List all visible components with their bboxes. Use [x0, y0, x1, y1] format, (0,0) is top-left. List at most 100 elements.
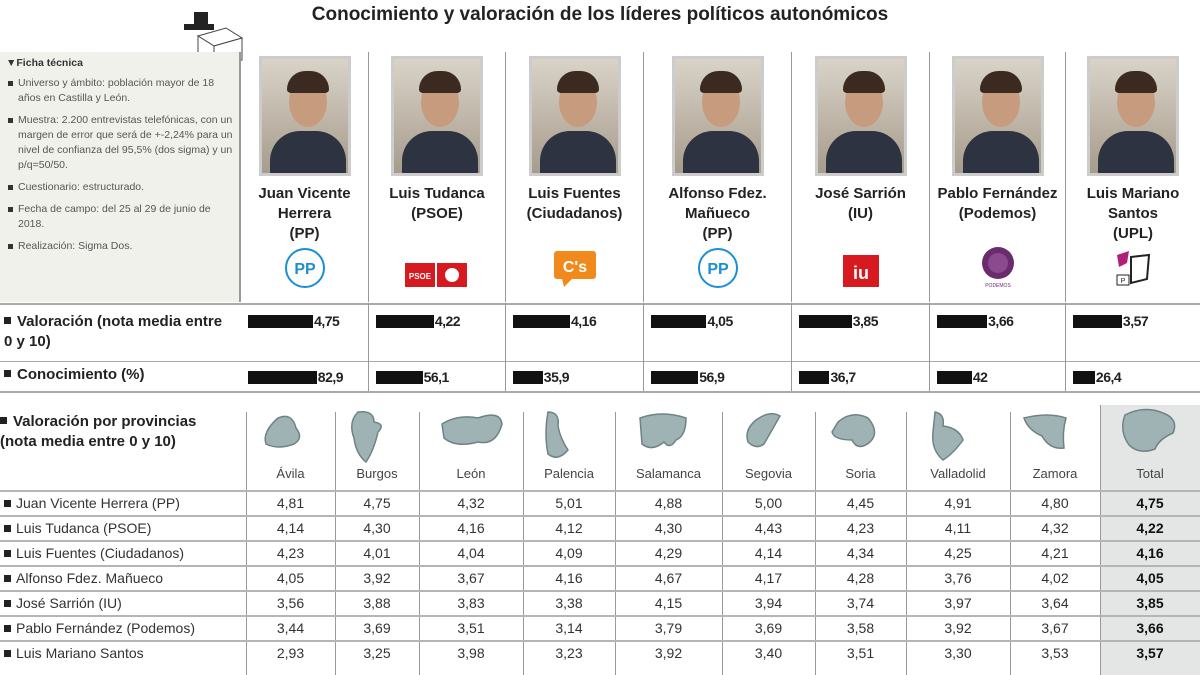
- divider: [643, 303, 644, 361]
- conocimiento-bar-cell: 26,4: [1073, 369, 1122, 385]
- conocimiento-bar-cell: 42: [937, 369, 988, 385]
- total-cell: 3,66: [1136, 620, 1164, 636]
- svg-text:P: P: [1121, 278, 1126, 285]
- cs-logo-icon: C's: [552, 249, 598, 294]
- svg-text:PP: PP: [294, 261, 316, 278]
- bar-value-label: 56,1: [423, 369, 450, 385]
- total-cell: 4,22: [1136, 520, 1164, 536]
- bar: [513, 314, 570, 328]
- bar: [376, 314, 434, 328]
- bar: [1073, 314, 1122, 328]
- table-cell: 3,40: [754, 645, 783, 661]
- leader-party: (Podemos): [958, 205, 1037, 222]
- divider: [791, 303, 792, 361]
- table-cell: 4,43: [754, 520, 783, 536]
- total-cell: 4,16: [1136, 545, 1164, 561]
- table-cell: 3,74: [846, 595, 875, 611]
- leader-column: Juan Vicente Herrera (PP) PP: [240, 52, 368, 302]
- table-cell: 4,88: [654, 495, 683, 511]
- province-header: Total: [1136, 466, 1164, 481]
- leader-column: Luis Fuentes (Ciudadanos) C's: [505, 52, 643, 302]
- valoracion-bar-cell: 4,05: [651, 312, 733, 330]
- divider: [505, 361, 506, 391]
- table-cell: 4,12: [555, 520, 583, 536]
- table-cell: 3,23: [555, 645, 583, 661]
- divider: [815, 412, 816, 675]
- province-map-icon: [438, 410, 504, 471]
- technical-sheet-item: Universo y ámbito: población mayor de 18…: [6, 76, 233, 106]
- bar: [937, 314, 988, 328]
- table-row-label: Juan Vicente Herrera (PP): [4, 495, 180, 511]
- table-cell: 3,64: [1041, 595, 1069, 611]
- conocimiento-bar-cell: 82,9: [248, 369, 344, 385]
- row-divider: [0, 640, 1200, 642]
- valoracion-label: Valoración (nota media entre 0 y 10): [4, 312, 234, 352]
- table-cell: 3,88: [363, 595, 391, 611]
- table-cell: 3,14: [555, 620, 583, 636]
- leader-name: Luis Tudanca: [389, 185, 485, 202]
- table-cell: 3,79: [654, 620, 683, 636]
- divider: [246, 412, 247, 675]
- psoe-logo-icon: PSOE: [405, 259, 469, 294]
- table-cell: 3,83: [457, 595, 485, 611]
- row-divider: [0, 590, 1200, 592]
- province-header: Soria: [845, 466, 876, 481]
- bar-value-label: 3,85: [852, 313, 879, 329]
- podemos-logo-icon: PODEMOS: [980, 245, 1016, 294]
- divider: [643, 361, 644, 391]
- leader-column: José Sarrión (IU) iu: [791, 52, 929, 302]
- bar-value-label: 4,16: [570, 313, 597, 329]
- leader-name: Pablo Fernández: [937, 185, 1058, 202]
- total-cell: 3,57: [1136, 645, 1164, 661]
- leader-column: Luis Mariano Santos (UPL) P: [1065, 52, 1200, 302]
- leader-photo: [951, 56, 1044, 176]
- table-cell: 4,16: [457, 520, 485, 536]
- table-row-label: Pablo Fernández (Podemos): [4, 620, 195, 636]
- valoracion-bar-cell: 4,16: [513, 312, 597, 330]
- table-cell: 4,04: [457, 545, 485, 561]
- leader-column: Luis Tudanca (PSOE) PSOE: [368, 52, 505, 302]
- table-cell: 4,17: [754, 570, 783, 586]
- valoracion-bar-cell: 4,22: [376, 312, 461, 330]
- technical-sheet-item: Realización: Sigma Dos.: [6, 239, 233, 254]
- bar: [248, 314, 314, 328]
- row-divider: [0, 540, 1200, 542]
- technical-sheet-item: Cuestionario: estructurado.: [6, 180, 233, 195]
- table-cell: 4,23: [846, 520, 875, 536]
- table-cell: 4,81: [276, 495, 305, 511]
- table-cell: 3,53: [1041, 645, 1069, 661]
- leader-party: (IU): [848, 205, 873, 222]
- table-cell: 4,14: [754, 545, 783, 561]
- bar: [248, 370, 317, 384]
- table-cell: 3,69: [754, 620, 783, 636]
- province-header: Ávila: [276, 466, 305, 481]
- divider: [1010, 412, 1011, 675]
- table-cell: 3,98: [457, 645, 485, 661]
- divider: [335, 412, 336, 675]
- leader-name: Luis Fuentes: [528, 185, 621, 202]
- province-header: León: [456, 466, 486, 481]
- technical-sheet: ▼Ficha técnica Universo y ámbito: poblac…: [0, 52, 240, 302]
- valoracion-bar-cell: 3,85: [799, 312, 878, 330]
- leader-name: Alfonso Fdez. Mañueco: [668, 185, 767, 222]
- bar-value-label: 3,57: [1122, 313, 1149, 329]
- province-map-icon: [258, 410, 324, 471]
- svg-text:C's: C's: [562, 259, 586, 276]
- divider: [906, 412, 907, 675]
- row-divider: [0, 565, 1200, 567]
- table-cell: 3,69: [363, 620, 391, 636]
- table-cell: 4,05: [276, 570, 305, 586]
- row-divider: [0, 615, 1200, 617]
- table-cell: 3,92: [363, 570, 391, 586]
- table-cell: 4,16: [555, 570, 583, 586]
- bar: [651, 370, 699, 384]
- leader-party: (PP): [702, 225, 733, 242]
- valoracion-bar-cell: 3,57: [1073, 312, 1149, 330]
- table-cell: 3,97: [944, 595, 972, 611]
- provincias-label: Valoración por provincias (nota media en…: [0, 412, 230, 452]
- province-map-icon: [344, 410, 410, 471]
- table-cell: 3,51: [846, 645, 875, 661]
- valoracion-bar-cell: 3,66: [937, 312, 1014, 330]
- table-cell: 4,11: [944, 520, 972, 536]
- table-cell: 4,45: [846, 495, 875, 511]
